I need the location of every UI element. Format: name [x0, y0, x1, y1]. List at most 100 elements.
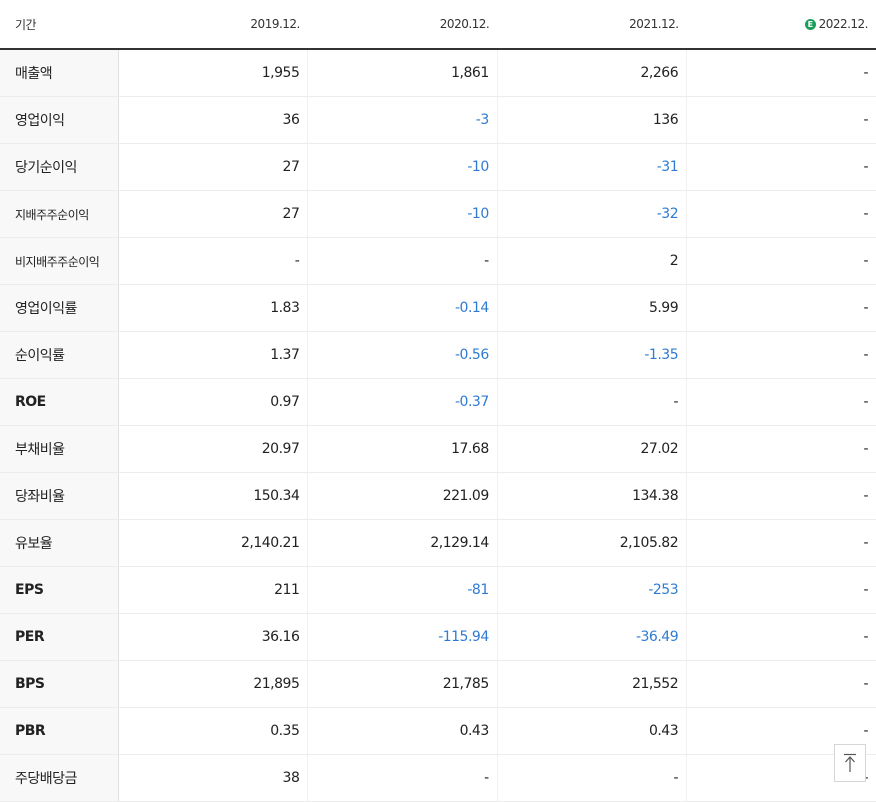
cell-value: 21,785 [307, 660, 498, 708]
cell-value: 36.16 [117, 613, 308, 661]
cell-value: -10 [307, 143, 498, 191]
cell-value: 0.43 [496, 707, 687, 755]
table-row: PBR 0.35 0.43 0.43- [0, 707, 876, 755]
row-label: 부채비율 [0, 425, 119, 473]
cell-value: 211 [117, 566, 308, 614]
cell-value: -115.94 [307, 613, 498, 661]
table-row: 당기순이익 27 -10 -31- [0, 143, 876, 191]
cell-value: - [686, 613, 876, 661]
cell-value: - [686, 143, 876, 191]
cell-value: - [686, 96, 876, 144]
row-label: 유보율 [0, 519, 119, 567]
row-label: 지배주주순이익 [0, 190, 119, 238]
table-body: 매출액 1,955 1,861 2,266- 영업이익 36 -3 136- 당기순이익 27 -1… [0, 49, 876, 802]
cell-value: 21,895 [117, 660, 308, 708]
row-label: EPS [0, 566, 119, 614]
cell-value: 17.68 [307, 425, 498, 473]
table-row: 영업이익률 1.83 -0.14 5.99- [0, 284, 876, 332]
cell-value: 27 [117, 143, 308, 191]
cell-value: 38 [117, 754, 308, 802]
cell-value: 1,955 [117, 49, 308, 97]
cell-value: - [686, 519, 876, 567]
cell-value: - [307, 237, 498, 285]
period-label: 기간 [0, 0, 119, 50]
table-row: BPS 21,895 21,785 21,552- [0, 660, 876, 708]
table-row: ROE 0.97 -0.37- - [0, 378, 876, 426]
table-row: EPS 211 -81 -253- [0, 566, 876, 614]
row-label: 순이익률 [0, 331, 119, 379]
cell-value: 221.09 [307, 472, 498, 520]
cell-value: 150.34 [117, 472, 308, 520]
cell-value: - [496, 754, 687, 802]
cell-value: -253 [496, 566, 687, 614]
cell-value: -1.35 [496, 331, 687, 379]
cell-value: 5.99 [496, 284, 687, 332]
estimate-badge-icon: E [804, 19, 816, 30]
row-label: 주당배당금 [0, 754, 119, 802]
cell-value: -0.37 [307, 378, 498, 426]
scroll-to-top-button[interactable] [834, 744, 866, 782]
cell-value: -0.56 [307, 331, 498, 379]
row-label: 매출액 [0, 49, 119, 97]
cell-value: -32 [496, 190, 687, 238]
cell-value: - [686, 425, 876, 473]
cell-value: 1,861 [307, 49, 498, 97]
cell-value: - [117, 237, 308, 285]
row-label: 당좌비율 [0, 472, 119, 520]
table-row: 당좌비율 150.34 221.09 134.38- [0, 472, 876, 520]
year-2022: E 2022.12. [686, 0, 876, 50]
cell-value: -3 [307, 96, 498, 144]
cell-value: 1.83 [117, 284, 308, 332]
cell-value: 2,266 [496, 49, 687, 97]
table-row: 부채비율 20.97 17.68 27.02- [0, 425, 876, 473]
cell-value: 0.35 [117, 707, 308, 755]
row-label: BPS [0, 660, 119, 708]
cell-value: -81 [307, 566, 498, 614]
cell-value: 36 [117, 96, 308, 144]
cell-value: -0.14 [307, 284, 498, 332]
cell-value: - [307, 754, 498, 802]
header-row: 기간 2019.12. 2020.12. 2021.12. E 2022.12. [0, 0, 876, 50]
cell-value: -31 [496, 143, 687, 191]
row-label: 영업이익 [0, 96, 119, 144]
row-label: 당기순이익 [0, 143, 119, 191]
cell-value: - [496, 378, 687, 426]
table-row: 매출액 1,955 1,861 2,266- [0, 49, 876, 97]
cell-value: 0.97 [117, 378, 308, 426]
cell-value: 21,552 [496, 660, 687, 708]
cell-value: 20.97 [117, 425, 308, 473]
cell-value: 2,129.14 [307, 519, 498, 567]
table-row: 영업이익 36 -3 136- [0, 96, 876, 144]
cell-value: 1.37 [117, 331, 308, 379]
row-label: 비지배주주순이익 [0, 237, 119, 285]
cell-value: -10 [307, 190, 498, 238]
year-2019: 2019.12. [118, 0, 308, 50]
cell-value: 27.02 [496, 425, 687, 473]
cell-value: 2 [496, 237, 687, 285]
year-2021: 2021.12. [497, 0, 687, 50]
cell-value: 0.43 [307, 707, 498, 755]
cell-value: - [686, 49, 876, 97]
row-label: 영업이익률 [0, 284, 119, 332]
table-row: 지배주주순이익 27 -10 -32- [0, 190, 876, 238]
cell-value: -36.49 [496, 613, 687, 661]
cell-value: - [686, 566, 876, 614]
row-label: PER [0, 613, 119, 661]
cell-value: - [686, 660, 876, 708]
cell-value: 2,105.82 [496, 519, 687, 567]
cell-value: - [686, 284, 876, 332]
arrow-up-to-line-icon [844, 753, 856, 772]
cell-value: - [686, 472, 876, 520]
cell-value: 2,140.21 [117, 519, 308, 567]
cell-value: 27 [117, 190, 308, 238]
table-row: PER 36.16 -115.94 -36.49- [0, 613, 876, 661]
table-row: 순이익률 1.37 -0.56 -1.35- [0, 331, 876, 379]
cell-value: - [686, 237, 876, 285]
row-label: PBR [0, 707, 119, 755]
cell-value: 136 [496, 96, 687, 144]
cell-value: - [686, 378, 876, 426]
table-row: 비지배주주순이익 - -2- [0, 237, 876, 285]
cell-value: - [686, 331, 876, 379]
cell-value: 134.38 [496, 472, 687, 520]
